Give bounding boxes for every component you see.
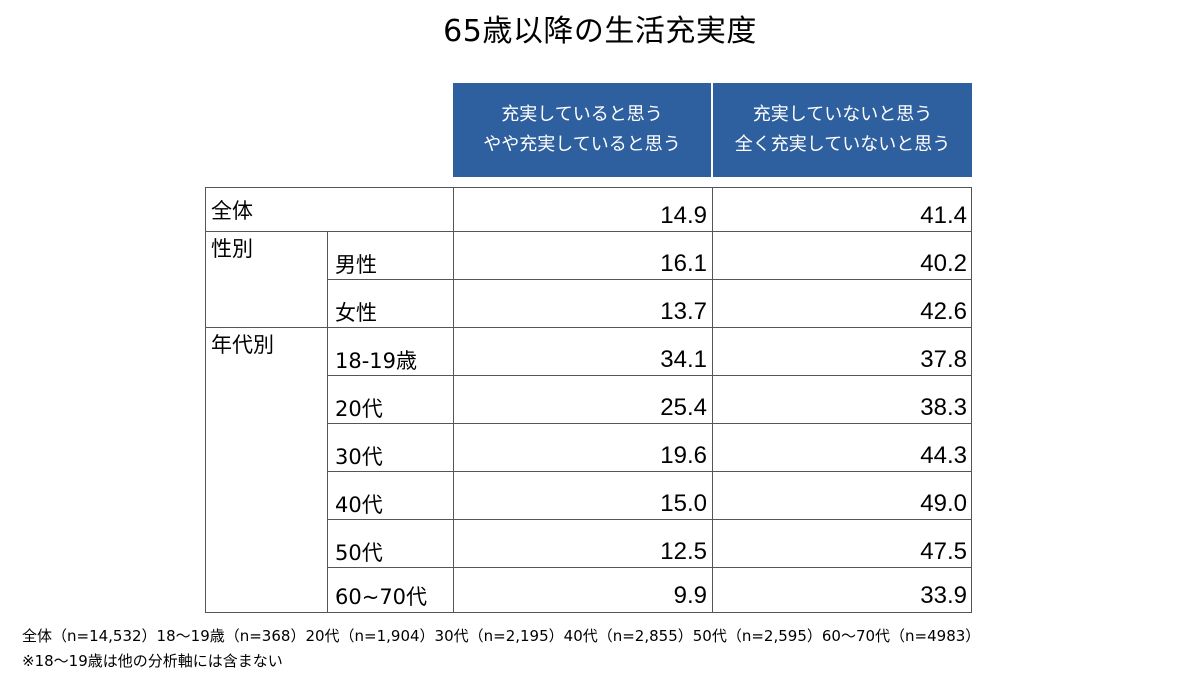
row-divider [327, 567, 972, 568]
value-satisfied-60-70s: 9.9 [673, 582, 707, 609]
row-label-60-70s: 60~70代 [335, 585, 428, 609]
row-divider [327, 279, 972, 280]
value-not-satisfied-60-70s: 33.9 [920, 582, 967, 609]
value-satisfied-20s: 25.4 [660, 394, 707, 421]
table-border-left [205, 187, 206, 613]
value-not-satisfied-18-19: 37.8 [920, 346, 967, 373]
page-title: 65歳以降の生活充実度 [443, 14, 757, 49]
value-not-satisfied-50s: 47.5 [920, 538, 967, 565]
column-header-satisfied-line1: 充実していると思う [501, 104, 663, 125]
sample-size-note: 全体（n=14,532）18～19歳（n=368）20代（n=1,904）30代… [22, 627, 981, 645]
row-divider [327, 423, 972, 424]
column-header-not-satisfied: 充実していないと思う 全く充実していないと思う [713, 83, 972, 177]
row-label-male: 男性 [335, 253, 377, 277]
group-label-all: 全体 [211, 199, 253, 223]
table-border-bottom [205, 612, 972, 613]
value-not-satisfied-20s: 38.3 [920, 394, 967, 421]
row-label-20s: 20代 [335, 397, 383, 421]
value-not-satisfied-30s: 44.3 [920, 442, 967, 469]
value-satisfied-male: 16.1 [660, 250, 707, 277]
table-border-top [205, 187, 972, 188]
row-label-female: 女性 [335, 301, 377, 325]
value-satisfied-30s: 19.6 [660, 442, 707, 469]
value-satisfied-all: 14.9 [660, 202, 707, 229]
exclusion-note: ※18～19歳は他の分析軸には含まない [22, 652, 283, 670]
column-divider-values [453, 187, 454, 613]
value-satisfied-18-19: 34.1 [660, 346, 707, 373]
row-label-30s: 30代 [335, 445, 383, 469]
row-label-50s: 50代 [335, 541, 383, 565]
table-border-right [971, 187, 972, 613]
column-header-not-satisfied-line2: 全く充実していないと思う [734, 134, 951, 155]
row-divider [205, 231, 972, 232]
column-header-satisfied: 充実していると思う やや充実していると思う [453, 83, 711, 177]
value-satisfied-40s: 15.0 [660, 490, 707, 517]
row-divider [327, 471, 972, 472]
value-satisfied-50s: 12.5 [660, 538, 707, 565]
column-header-not-satisfied-line1: 充実していないと思う [752, 104, 933, 125]
column-header-satisfied-line2: やや充実していると思う [483, 134, 681, 155]
value-satisfied-female: 13.7 [660, 298, 707, 325]
value-not-satisfied-female: 42.6 [920, 298, 967, 325]
value-not-satisfied-male: 40.2 [920, 250, 967, 277]
group-label-gender: 性別 [211, 237, 253, 261]
value-not-satisfied-all: 41.4 [920, 202, 967, 229]
row-divider [205, 327, 972, 328]
row-label-40s: 40代 [335, 493, 383, 517]
row-divider [327, 519, 972, 520]
row-divider [327, 375, 972, 376]
column-divider-middle [712, 187, 713, 613]
group-label-age: 年代別 [211, 333, 274, 357]
value-not-satisfied-40s: 49.0 [920, 490, 967, 517]
row-label-18-19: 18-19歳 [335, 349, 418, 373]
column-divider-subgroup [327, 231, 328, 613]
